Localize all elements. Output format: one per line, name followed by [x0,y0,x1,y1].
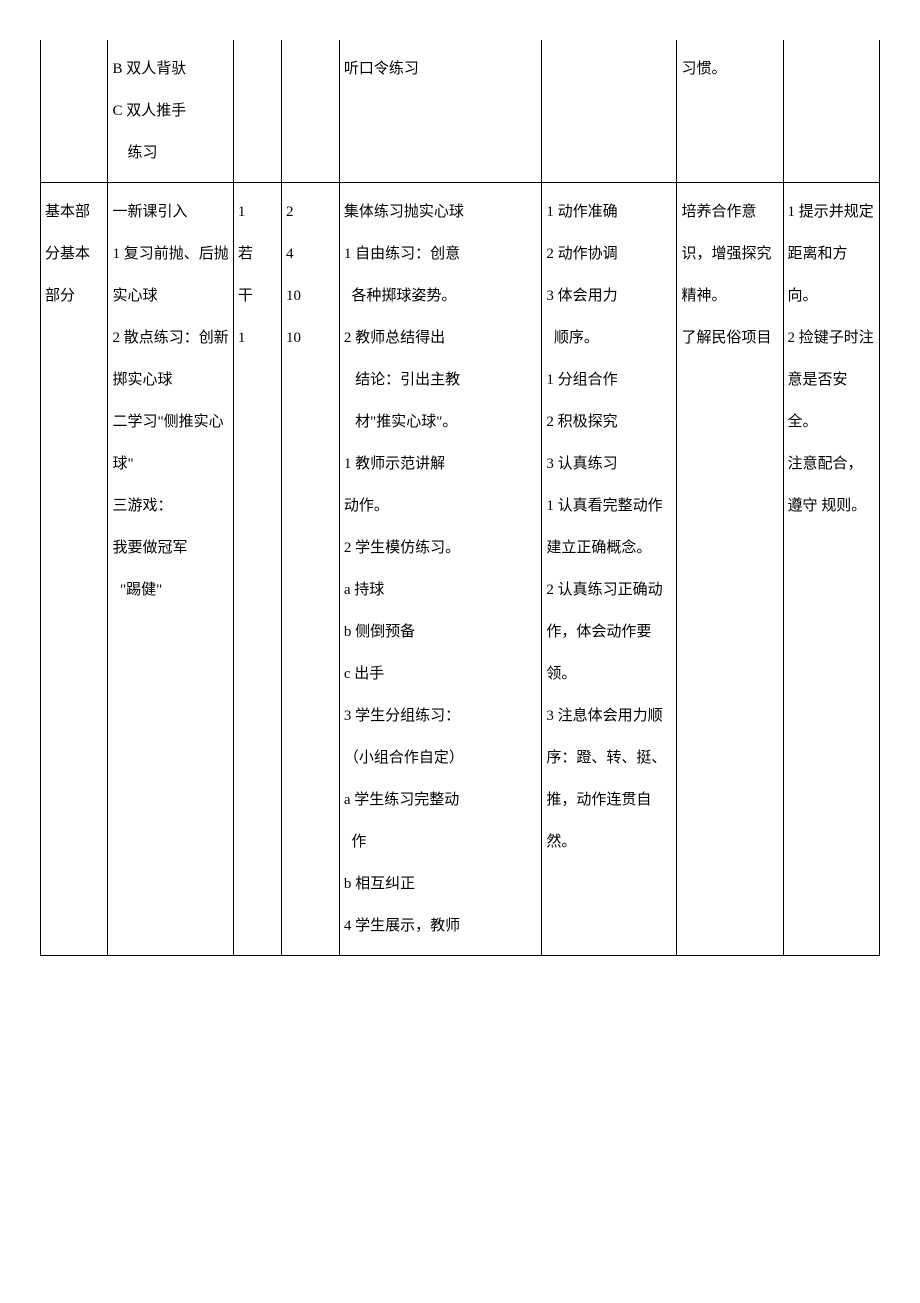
table-cell: 集体练习抛实心球 1 自由练习：创意 各种掷球姿势。 2 教师总结得出 结论：引… [339,183,542,956]
cell-content: 习惯。 [681,48,778,90]
table-cell: 培养合作意识，增强探究精神。 了解民俗项目 [677,183,783,956]
table-cell: 1 动作准确 2 动作协调 3 体会用力 顺序。 1 分组合作 2 积极探究 3… [542,183,677,956]
cell-content: 培养合作意识，增强探究精神。 了解民俗项目 [681,191,778,359]
table-cell: 听口令练习 [339,40,542,183]
table-cell [542,40,677,183]
table-cell: B 双人背驮 C 双人推手 练习 [108,40,233,183]
cell-content: 集体练习抛实心球 1 自由练习：创意 各种掷球姿势。 2 教师总结得出 结论：引… [344,191,538,947]
table-cell [783,40,879,183]
table-cell [282,40,340,183]
table-cell: 基本部分基本部分 [41,183,108,956]
cell-content: 一新课引入 1 复习前抛、后抛实心球 2 散点练习：创新掷实心球 二学习"侧推实… [112,191,228,611]
table-cell [233,40,281,183]
table-cell: 1 若 干 1 [233,183,281,956]
table-cell [41,40,108,183]
table-row: 基本部分基本部分 一新课引入 1 复习前抛、后抛实心球 2 散点练习：创新掷实心… [41,183,880,956]
table-row: B 双人背驮 C 双人推手 练习 听口令练习 习惯。 [41,40,880,183]
lesson-plan-table: B 双人背驮 C 双人推手 练习 听口令练习 习惯。 基本部分基本部分 一新课引… [40,40,880,956]
cell-content: 2 4 10 10 [286,191,335,359]
table-cell: 习惯。 [677,40,783,183]
cell-content: B 双人背驮 C 双人推手 练习 [112,48,228,174]
cell-content: 1 若 干 1 [238,191,277,359]
table-body: B 双人背驮 C 双人推手 练习 听口令练习 习惯。 基本部分基本部分 一新课引… [41,40,880,956]
table-cell: 1 提示并规定距离和方向。 2 捡键子时注意是否安全。 注意配合，遵守 规则。 [783,183,879,956]
table-cell: 一新课引入 1 复习前抛、后抛实心球 2 散点练习：创新掷实心球 二学习"侧推实… [108,183,233,956]
table-cell: 2 4 10 10 [282,183,340,956]
cell-content: 1 动作准确 2 动作协调 3 体会用力 顺序。 1 分组合作 2 积极探究 3… [546,191,672,863]
cell-content: 1 提示并规定距离和方向。 2 捡键子时注意是否安全。 注意配合，遵守 规则。 [788,191,875,527]
cell-content: 基本部分基本部分 [45,191,103,317]
cell-content: 听口令练习 [344,48,538,90]
